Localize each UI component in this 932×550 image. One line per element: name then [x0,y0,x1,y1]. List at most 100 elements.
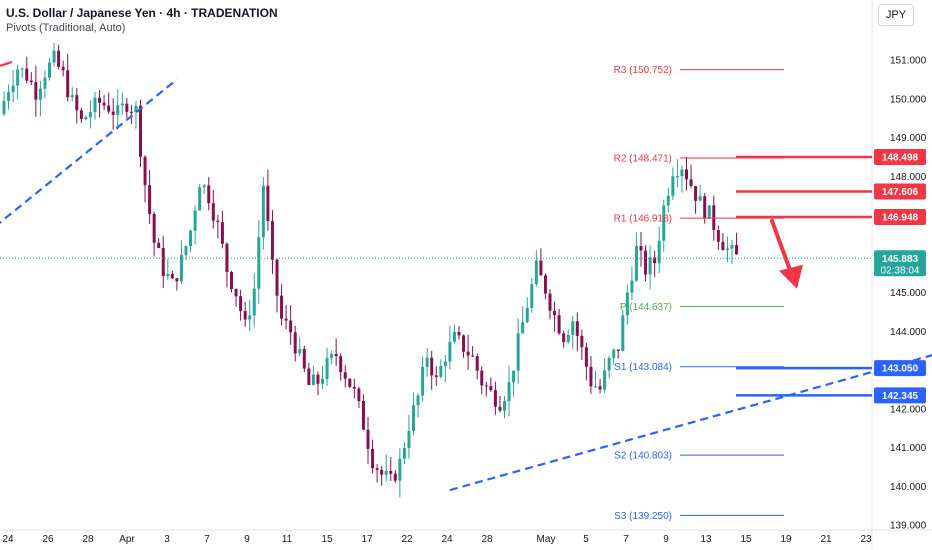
candle-body [334,353,338,357]
candle-body [52,50,56,63]
candle-body [75,95,79,111]
time-axis[interactable]: 24 26 28 Apr 3 7 9 11 15 17 22 24 28 May 5 7 9 13 15 19 21 23 [2,534,872,545]
pivot-lines: R3 (150.752) R2 (148.471) R1 (146.918) P (1… [0,65,872,522]
candle-body [553,310,557,316]
candle-body [439,365,443,377]
candle-body [321,379,324,384]
trendlines [0,60,932,492]
x-tick-label: 7 [623,534,629,545]
candle-body [393,473,397,481]
candle-body [589,366,593,387]
y-tick-label: 144.000 [890,327,927,338]
candle-body [179,255,183,282]
y-tick-label: 145.000 [890,288,927,299]
x-tick-label: 15 [321,534,333,545]
candle-body [416,395,420,406]
candle-body [498,406,502,411]
candle-body [316,374,320,384]
candle-body [634,245,638,281]
x-tick-label: 24 [441,534,453,545]
candle-body [530,284,534,308]
candle-body [184,246,188,256]
candle-body [603,370,607,390]
candle-body [157,242,161,249]
candle-body [2,100,6,115]
candle-body [730,245,734,249]
candle-body [389,471,393,474]
candle-body [25,68,29,81]
x-tick-label: May [537,534,556,545]
x-tick-label: 26 [42,534,54,545]
pivot-label: P (144.637) [620,302,672,313]
candle-body [371,448,375,469]
y-tick-label: 139.000 [890,521,927,532]
currency-button[interactable]: JPY [878,4,914,26]
last-price-badge [874,250,926,277]
candle-body [252,288,256,316]
candle-body [584,347,588,367]
y-tick-label: 141.000 [890,443,927,454]
candle-body [430,357,434,376]
candle-body [230,271,233,289]
candle-body [457,331,461,336]
candle-body [193,210,197,231]
candle-body [261,185,265,238]
x-tick-label: 15 [740,534,752,545]
candle-body [330,353,334,359]
y-tick-label: 151.000 [890,56,927,67]
price-axis[interactable]: 151.000150.000149.000148.000147.000146.0… [890,56,927,532]
x-tick-label: 7 [204,534,210,545]
candle-body [70,95,74,98]
candle-body [639,245,643,251]
candle-body [134,105,138,113]
candle-body [161,248,165,276]
trendline [0,78,178,224]
candle-body [248,315,252,320]
level-badge-label: 146.948 [882,213,919,224]
candle-body [562,333,566,343]
level-badge-label: 148.498 [882,152,919,163]
candle-body [539,260,543,276]
pivot-label: R1 (146.918) [614,214,672,225]
candle-body [644,250,648,275]
candle-body [375,468,379,470]
candle-body [116,105,120,115]
level-badge-label: 147.606 [882,187,919,198]
level-badge [874,387,926,404]
candle-body [698,196,702,201]
candle-body [685,169,688,180]
candle-body [311,374,315,385]
candle-body [29,80,33,83]
candle-body [466,351,470,356]
candle-body [61,66,65,71]
candle-body [66,70,70,98]
candle-body [48,62,51,78]
candle-body [735,245,739,255]
x-tick-label: 13 [700,534,712,545]
pivot-label: S3 (139.250) [614,511,672,522]
candle-body [594,386,597,388]
candles [2,42,739,498]
candle-body [612,349,616,358]
candle-body [102,102,106,106]
indicator-label[interactable]: Pivots (Traditional, Auto) [6,22,126,34]
candle-body [671,176,675,196]
candle-body [88,112,92,118]
candle-body [507,382,511,402]
candle-body [43,77,47,89]
candle-body [339,356,343,373]
candle-body [289,320,293,333]
x-tick-label: Apr [119,534,135,545]
candle-body [503,401,506,411]
candle-body [443,361,447,366]
candle-body [175,278,179,282]
candle-body [325,358,329,380]
candle-body [666,195,670,206]
y-tick-label: 142.000 [890,404,927,415]
candle-body [425,357,429,367]
candle-body [125,103,129,112]
y-tick-label: 148.000 [890,172,927,183]
candle-body [630,280,634,293]
